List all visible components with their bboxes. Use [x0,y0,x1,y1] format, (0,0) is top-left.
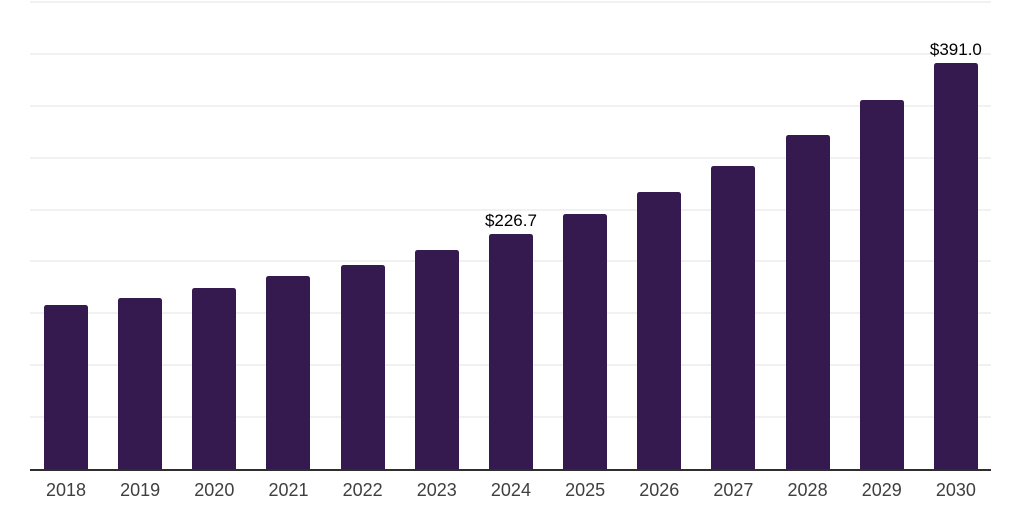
bar-cell-2026 [637,2,682,469]
bar-2025 [563,213,608,469]
bar-cell-2023 [414,2,459,469]
x-tick-label-2027: 2027 [713,480,754,500]
bar-2022 [340,264,385,469]
bar-cell-2020 [192,2,237,469]
bar-2030 [933,63,978,469]
x-tick-label-2026: 2026 [639,480,680,500]
bar-2021 [266,276,311,469]
bar-2019 [118,297,163,469]
x-tick-label-2022: 2022 [342,480,383,500]
bar-cell-2028 [785,2,830,469]
bar-2027 [711,165,756,469]
x-tick-label-2021: 2021 [268,480,309,500]
x-tick-label-2029: 2029 [861,480,902,500]
x-tick-label-2019: 2019 [120,480,161,500]
data-label-2030: $391.0 [929,40,982,60]
bar-2026 [637,191,682,469]
x-tick-label-2020: 2020 [194,480,235,500]
plot-area: $226.7 $391.0 [30,1,991,471]
x-tick-label-2023: 2023 [416,480,457,500]
bar-cell-2027 [711,2,756,469]
x-tick-label-2030: 2030 [935,480,976,500]
bar-2028 [785,134,830,469]
x-tick-label-2018: 2018 [45,480,87,500]
bar-cell-2025 [563,2,608,469]
bar-2018 [44,305,88,469]
data-label-2024: $226.7 [484,210,537,230]
bar-cell-2019 [118,2,163,469]
bar-2029 [859,99,904,469]
bar-2020 [192,287,237,469]
x-tick-label-2028: 2028 [787,480,828,500]
bars-row: $226.7 $391.0 [30,2,991,469]
bar-cell-2030: $391.0 [930,2,982,469]
bar-2024 [488,233,533,469]
bar-cell-2024: $226.7 [485,2,537,469]
x-axis-labels: 2018 2019 2020 2021 2022 2023 2024 2025 2026 2027… [30,479,991,501]
x-tick-label-2025: 2025 [565,480,606,500]
x-tick-label-2024: 2024 [490,480,531,500]
bar-2023 [414,249,459,469]
bar-cell-2022 [340,2,385,469]
bar-cell-2029 [859,2,904,469]
bar-cell-2021 [266,2,311,469]
bar-cell-2018 [44,2,88,469]
x-axis-line [30,469,991,471]
